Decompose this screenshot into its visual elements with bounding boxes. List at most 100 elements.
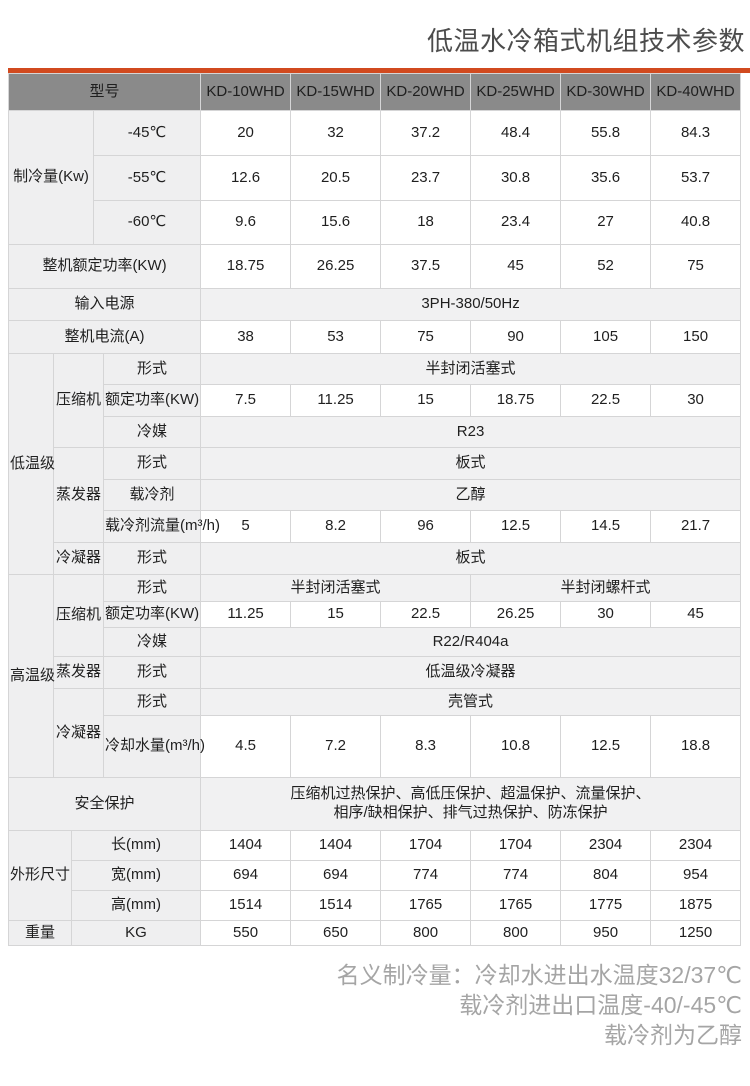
row-label-cell: 宽(mm) [70, 860, 202, 891]
value-cell: 27 [560, 200, 652, 245]
value-cell: 11.25 [290, 384, 382, 417]
value-cell: 84.3 [650, 110, 742, 156]
merged-value-cell: 半封闭活塞式 [200, 353, 742, 385]
value-cell: 954 [650, 860, 742, 891]
row-label-cell: 形式 [102, 574, 202, 602]
merged-value-cell: 压缩机过热保护、高低压保护、超温保护、流量保护、 相序/缺相保护、排气过热保护、… [200, 777, 742, 831]
row-label-cell: 冷媒 [102, 416, 202, 448]
value-cell: 7.2 [290, 715, 382, 778]
row-label-cell: 高(mm) [70, 890, 202, 921]
row-label-cell: 形式 [102, 656, 202, 689]
row-label-cell: 整机额定功率(KW) [7, 244, 202, 289]
table-row: 高温级 压缩机 形式 半封闭活塞式 半封闭螺杆式 [8, 574, 742, 778]
value-cell: 23.4 [470, 200, 562, 245]
table-row: 蒸发器 形式 低温级冷凝器 [9, 656, 742, 689]
table-row: 载冷剂 乙醇 [9, 479, 742, 511]
value-cell: 15 [290, 601, 382, 628]
value-cell: 30 [560, 601, 652, 628]
col-header-cell: KD-25WHD [470, 73, 562, 111]
value-cell: 90 [470, 320, 562, 354]
table-row: 宽(mm) 694 694 774 774 804 954 [9, 860, 742, 891]
value-cell: 1404 [200, 830, 292, 861]
table-row: 冷凝器 形式 壳管式 [9, 688, 742, 778]
page-title: 低温水冷箱式机组技术参数 [426, 26, 745, 56]
merged-value-cell: 半封闭活塞式 [200, 574, 472, 602]
value-cell: 96 [380, 510, 472, 543]
table-row: 额定功率(KW) 11.25 15 22.5 26.25 30 45 [9, 601, 742, 628]
value-cell: 48.4 [470, 110, 562, 156]
merged-value-cell: R22/R404a [200, 627, 742, 657]
value-cell: 1514 [200, 890, 292, 921]
merged-value-cell: 半封闭螺杆式 [470, 574, 742, 602]
value-cell: 10.8 [470, 715, 562, 778]
row-label-cell: 冷凝器 [53, 688, 104, 778]
value-cell: 55.8 [560, 110, 652, 156]
merged-value-cell: 板式 [200, 542, 742, 575]
value-cell: 18 [380, 200, 472, 245]
value-cell: 105 [560, 320, 652, 354]
merged-value-cell: 板式 [200, 447, 742, 480]
col-header-cell: KD-40WHD [650, 73, 742, 111]
table-row: 重量 KG 550 650 800 800 950 1250 [8, 920, 742, 946]
table-row: 冷媒 R23 [9, 416, 742, 448]
row-label-cell: 压缩机 [53, 353, 104, 448]
table-row: -55℃ 12.6 20.5 23.7 30.8 35.6 53.7 [9, 155, 742, 201]
value-cell: 4.5 [200, 715, 292, 778]
row-label-cell: 形式 [102, 688, 202, 716]
value-cell: 5 [200, 510, 292, 543]
col-header-cell: KD-10WHD [200, 73, 292, 111]
row-label-cell: 额定功率(KW) [102, 601, 202, 628]
value-cell: 1765 [380, 890, 472, 921]
value-cell: 15.6 [290, 200, 382, 245]
table-row: 输入电源 3PH-380/50Hz [7, 288, 742, 321]
value-cell: 550 [200, 920, 292, 946]
table-row: 整机额定功率(KW) 18.75 26.25 37.5 45 52 75 [7, 244, 742, 289]
row-label-cell: 形式 [102, 542, 202, 575]
value-cell: 694 [290, 860, 382, 891]
value-cell: 950 [560, 920, 652, 946]
value-cell: 11.25 [200, 601, 292, 628]
value-cell: 7.5 [200, 384, 292, 417]
table-row: 冷媒 R22/R404a [9, 627, 742, 657]
table-row: 蒸发器 形式 板式 [9, 447, 742, 543]
row-label-cell: 冷凝器 [53, 542, 104, 575]
value-cell: 22.5 [380, 601, 472, 628]
row-label-cell: 低温级 [8, 353, 55, 575]
table-row: 载冷剂流量(m³/h) 5 8.2 96 12.5 14.5 21.7 [9, 510, 742, 543]
value-cell: 53 [290, 320, 382, 354]
value-cell: 32 [290, 110, 382, 156]
merged-value-cell: R23 [200, 416, 742, 448]
row-label-cell: 冷却水量(m³/h) [102, 715, 205, 778]
merged-value-cell: 壳管式 [200, 688, 742, 716]
row-label-cell: 蒸发器 [53, 447, 104, 543]
row-label-cell: -60℃ [92, 200, 202, 245]
value-cell: 1704 [470, 830, 562, 861]
value-cell: 23.7 [380, 155, 472, 201]
value-cell: 35.6 [560, 155, 652, 201]
footnote-line: 名义制冷量：冷却水进出水温度32/37℃ [336, 962, 742, 988]
value-cell: 40.8 [650, 200, 742, 245]
value-cell: 20 [200, 110, 292, 156]
value-cell: 14.5 [560, 510, 652, 543]
value-cell: 30.8 [470, 155, 562, 201]
value-cell: 38 [200, 320, 292, 354]
value-cell: 30 [650, 384, 742, 417]
merged-value-cell: 低温级冷凝器 [200, 656, 742, 689]
value-cell: 37.2 [380, 110, 472, 156]
row-label-cell: KG [70, 920, 202, 946]
row-label-cell: -45℃ [92, 110, 202, 156]
row-label-cell: 压缩机 [53, 574, 104, 657]
merged-value-cell: 3PH-380/50Hz [200, 288, 742, 321]
value-cell: 1765 [470, 890, 562, 921]
accent-divider [8, 68, 750, 73]
row-label-cell: 安全保护 [7, 777, 202, 831]
value-cell: 2304 [560, 830, 652, 861]
value-cell: 21.7 [650, 510, 742, 543]
spec-table: 型号 KD-10WHD KD-15WHD KD-20WHD KD-25WHD KD-30W… [7, 73, 742, 946]
row-label-cell: 载冷剂 [102, 479, 202, 511]
row-label-cell: 形式 [102, 447, 202, 480]
footnotes: 名义制冷量：冷却水进出水温度32/37℃ 载冷剂进出口温度-40/-45℃ 载冷… [0, 960, 742, 1050]
value-cell: 1875 [650, 890, 742, 921]
row-label-cell: 制冷量(Kw) [8, 110, 94, 245]
value-cell: 9.6 [200, 200, 292, 245]
